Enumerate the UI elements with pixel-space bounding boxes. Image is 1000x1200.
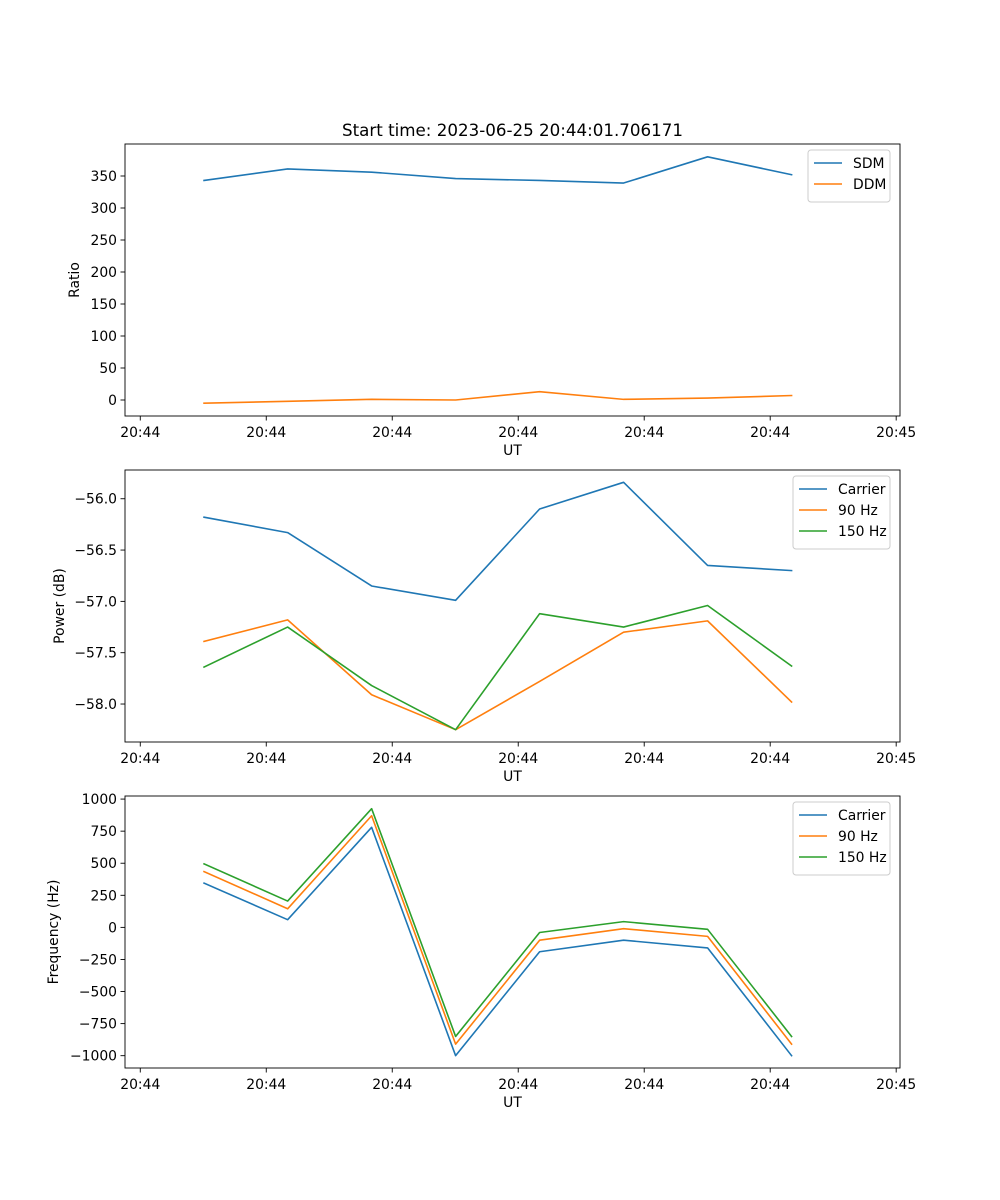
x-tick-label: 20:44 [750,1077,790,1093]
series-line-150-hz [202,604,793,731]
legend-label: 150 Hz [838,850,887,866]
x-tick-label: 20:45 [876,751,916,767]
series-line-90-hz [202,814,793,1046]
x-tick-label: 20:45 [876,1077,916,1093]
x-tick-label: 20:44 [246,751,286,767]
x-tick-label: 20:44 [750,751,790,767]
panel-1: 20:44 20:44 20:44 20:44 20:44 20:44 20:45 0 50 10… [67,120,916,459]
series-line-150-hz [202,807,793,1038]
series-line-carrier [203,481,793,602]
y-tick-label: −57.0 [74,594,117,610]
y-axis-label: Ratio [67,262,83,298]
legend-label: 150 Hz [838,524,887,540]
y-axis-label: Power (dB) [52,568,68,644]
x-tick-label: 20:44 [624,425,664,441]
y-tick-label: 250 [90,233,117,249]
x-tick-label: 20:44 [624,751,664,767]
x-tick-label: 20:44 [120,425,160,441]
series-line-sdm [203,156,793,184]
chart-panels: 20:44 20:44 20:44 20:44 20:44 20:44 20:45 0 50 10… [46,120,916,1111]
y-tick-label: 50 [99,361,117,377]
x-tick-label: 20:44 [246,1077,286,1093]
x-tick-label: 20:44 [372,425,412,441]
x-axis-label: UT [503,769,522,785]
axes-frame [124,469,901,743]
y-tick-label: −250 [79,952,117,968]
y-tick-label: 250 [90,888,117,904]
x-tick-label: 20:44 [372,751,412,767]
x-tick-label: 20:44 [498,751,538,767]
series-line-ddm [203,390,793,405]
series-line-carrier [202,826,793,1057]
y-tick-label: 300 [90,201,117,217]
y-tick-label: 750 [90,824,117,840]
legend: SDM DDM [807,149,891,203]
axes-frame [124,143,901,417]
axes-frame [124,795,901,1069]
y-tick-label: −58.0 [74,697,117,713]
y-tick-label: −750 [79,1017,117,1033]
legend-label: DDM [853,177,886,193]
legend: Carrier 90 Hz 150 Hz [792,801,891,876]
x-tick-label: 20:44 [498,1077,538,1093]
y-tick-label: −57.5 [74,646,117,662]
y-tick-label: 100 [90,329,117,345]
x-tick-label: 20:44 [750,425,790,441]
x-tick-label: 20:45 [876,425,916,441]
x-tick-label: 20:44 [372,1077,412,1093]
y-tick-label: −1000 [70,1049,117,1065]
chart-title: Start time: 2023-06-25 20:44:01.706171 [342,120,683,140]
x-tick-label: 20:44 [624,1077,664,1093]
y-tick-label: 150 [90,297,117,313]
y-tick-label: −56.0 [74,492,117,508]
legend: Carrier 90 Hz 150 Hz [792,475,891,550]
panel-2: 20:44 20:44 20:44 20:44 20:44 20:44 20:45 −58.0… [52,469,916,785]
legend-label: Carrier [838,808,886,824]
panel-3: 20:44 20:44 20:44 20:44 20:44 20:44 20:45 −1000… [46,792,916,1111]
y-tick-label: 500 [90,856,117,872]
y-tick-label: 1000 [82,792,117,808]
x-tick-label: 20:44 [498,425,538,441]
x-axis-label: UT [503,443,522,459]
y-axis-label: Frequency (Hz) [46,880,62,985]
x-tick-label: 20:44 [120,1077,160,1093]
x-tick-label: 20:44 [120,751,160,767]
x-tick-label: 20:44 [246,425,286,441]
x-axis-label: UT [503,1095,522,1111]
y-tick-label: 350 [90,169,117,185]
legend-label: SDM [853,156,885,172]
y-tick-label: 200 [90,265,117,281]
legend-label: Carrier [838,482,886,498]
y-tick-label: 0 [108,920,117,936]
legend-label: 90 Hz [838,829,878,845]
legend-label: 90 Hz [838,503,878,519]
y-tick-label: −500 [79,985,117,1001]
series-line-90-hz [203,619,793,731]
y-tick-label: −56.5 [74,543,117,559]
y-tick-label: 0 [108,393,117,409]
